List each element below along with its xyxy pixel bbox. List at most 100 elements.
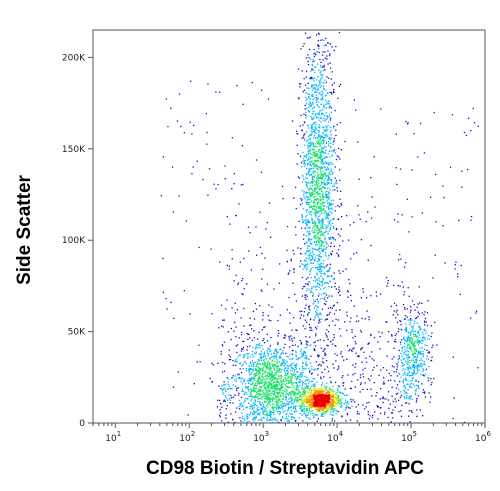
event-point bbox=[422, 333, 424, 336]
event-point bbox=[260, 351, 262, 353]
event-point bbox=[304, 352, 306, 354]
event-point bbox=[315, 391, 318, 393]
event-point bbox=[312, 179, 314, 181]
event-point bbox=[257, 363, 259, 365]
event-point bbox=[304, 219, 307, 221]
event-point bbox=[403, 351, 405, 353]
event-point bbox=[379, 293, 382, 295]
event-point bbox=[304, 399, 306, 401]
event-point bbox=[242, 341, 244, 343]
event-point bbox=[330, 411, 332, 413]
event-point bbox=[315, 243, 317, 246]
event-point bbox=[421, 383, 423, 385]
event-point bbox=[364, 367, 366, 369]
event-point bbox=[326, 242, 328, 244]
event-point bbox=[317, 150, 320, 153]
event-point bbox=[300, 227, 303, 229]
event-point bbox=[304, 139, 306, 141]
event-point bbox=[311, 255, 313, 257]
event-point bbox=[246, 349, 248, 351]
event-point bbox=[236, 407, 238, 409]
event-point bbox=[309, 387, 311, 389]
event-point bbox=[308, 358, 310, 361]
event-point bbox=[288, 387, 290, 389]
event-point bbox=[298, 177, 301, 179]
event-point bbox=[422, 415, 424, 417]
event-point bbox=[266, 221, 268, 224]
event-point bbox=[412, 359, 414, 361]
event-point bbox=[248, 365, 251, 367]
event-point bbox=[307, 344, 309, 346]
event-point bbox=[411, 343, 413, 345]
event-point bbox=[235, 378, 237, 380]
event-point bbox=[262, 356, 264, 358]
event-point bbox=[317, 44, 319, 46]
event-point bbox=[317, 112, 319, 115]
event-point bbox=[330, 408, 332, 410]
event-point bbox=[257, 359, 259, 361]
event-point bbox=[297, 345, 299, 348]
event-point bbox=[310, 160, 312, 162]
event-point bbox=[247, 385, 249, 388]
event-point bbox=[310, 103, 313, 105]
event-point bbox=[414, 373, 416, 375]
event-point bbox=[297, 357, 300, 359]
event-point bbox=[321, 91, 324, 93]
event-point bbox=[266, 419, 268, 421]
event-point bbox=[304, 181, 306, 183]
event-point bbox=[226, 216, 228, 218]
event-point bbox=[326, 126, 328, 129]
event-point bbox=[306, 364, 308, 366]
event-point bbox=[314, 248, 316, 250]
event-point bbox=[205, 113, 207, 115]
event-point bbox=[315, 389, 317, 391]
event-point bbox=[409, 380, 411, 382]
event-point bbox=[257, 397, 259, 400]
event-point bbox=[309, 309, 311, 311]
event-point bbox=[318, 51, 320, 54]
event-point bbox=[268, 367, 270, 369]
event-point bbox=[321, 190, 323, 192]
event-point bbox=[276, 404, 278, 406]
event-point bbox=[329, 397, 331, 399]
event-point bbox=[352, 348, 354, 350]
event-point bbox=[233, 173, 235, 175]
event-point bbox=[407, 361, 409, 363]
event-point bbox=[275, 387, 277, 389]
event-point bbox=[371, 395, 373, 397]
event-point bbox=[249, 317, 251, 319]
event-point bbox=[290, 391, 292, 393]
event-point bbox=[298, 381, 300, 383]
event-point bbox=[344, 140, 346, 143]
event-point bbox=[314, 145, 317, 148]
event-point bbox=[407, 374, 409, 376]
event-point bbox=[262, 417, 264, 419]
event-point bbox=[324, 238, 326, 240]
event-point bbox=[310, 161, 312, 163]
event-point bbox=[410, 395, 412, 398]
event-point bbox=[410, 347, 412, 349]
event-point bbox=[287, 393, 289, 395]
event-point bbox=[302, 396, 304, 398]
event-point bbox=[320, 61, 322, 63]
event-point bbox=[310, 355, 312, 357]
event-point bbox=[314, 188, 316, 190]
event-point bbox=[287, 356, 289, 358]
event-point bbox=[404, 342, 406, 344]
event-point bbox=[330, 402, 332, 404]
event-point bbox=[310, 389, 313, 391]
event-point bbox=[306, 414, 308, 416]
event-point bbox=[320, 152, 322, 154]
event-point bbox=[325, 210, 327, 212]
event-point bbox=[257, 419, 260, 421]
event-point bbox=[428, 392, 430, 394]
event-point bbox=[244, 361, 246, 363]
event-point bbox=[423, 392, 426, 394]
event-point bbox=[415, 372, 418, 375]
event-point bbox=[314, 191, 316, 193]
event-point bbox=[183, 132, 185, 134]
event-point bbox=[305, 96, 307, 99]
event-point bbox=[289, 270, 291, 272]
event-point bbox=[377, 341, 379, 343]
event-point bbox=[328, 103, 330, 105]
